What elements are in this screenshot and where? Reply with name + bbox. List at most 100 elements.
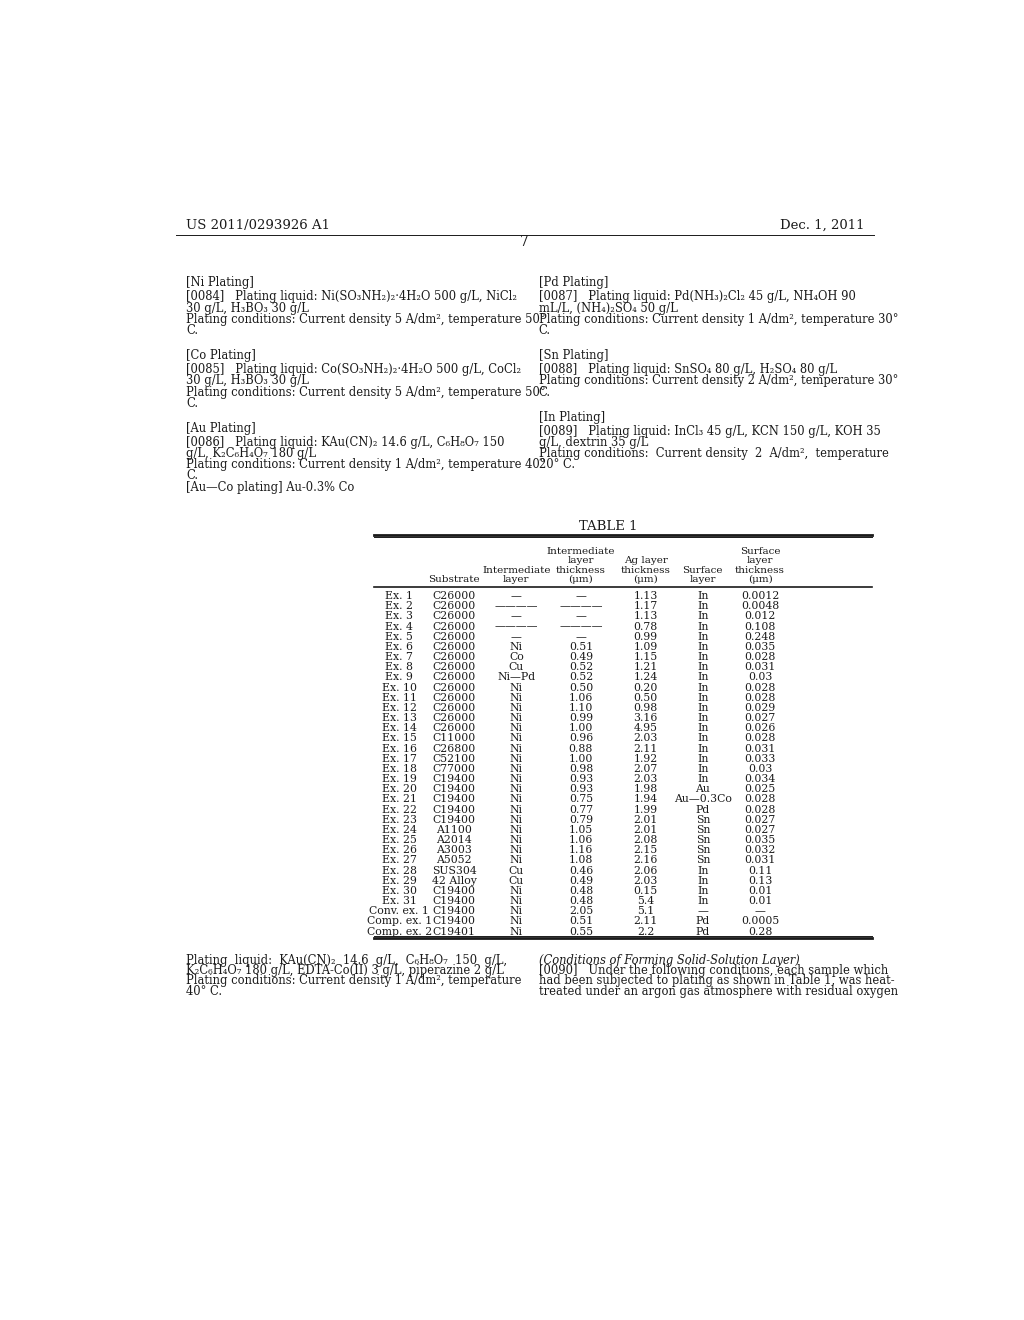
Text: 0.79: 0.79 <box>569 814 593 825</box>
Text: 0.52: 0.52 <box>568 672 593 682</box>
Text: In: In <box>697 622 709 632</box>
Text: 2.01: 2.01 <box>634 814 657 825</box>
Text: 4.95: 4.95 <box>634 723 657 734</box>
Text: Ex. 9: Ex. 9 <box>385 672 414 682</box>
Text: Surface: Surface <box>683 566 723 574</box>
Text: 42 Alloy: 42 Alloy <box>432 875 476 886</box>
Text: Ag layer: Ag layer <box>624 557 668 565</box>
Text: Plating conditions: Current density 1 A/dm², temperature 40°: Plating conditions: Current density 1 A/… <box>186 458 546 471</box>
Text: C19400: C19400 <box>432 916 475 927</box>
Text: [0089]   Plating liquid: InCl₃ 45 g/L, KCN 150 g/L, KOH 35: [0089] Plating liquid: InCl₃ 45 g/L, KCN… <box>539 425 881 438</box>
Text: C26000: C26000 <box>432 672 476 682</box>
Text: Plating  liquid:  KAu(CN)₂  14.6  g/L,  C₆H₈O₇  150  g/L,: Plating liquid: KAu(CN)₂ 14.6 g/L, C₆H₈O… <box>186 953 507 966</box>
Text: g/L, K₂C₆H₄O₇ 180 g/L: g/L, K₂C₆H₄O₇ 180 g/L <box>186 447 316 461</box>
Text: 1.98: 1.98 <box>634 784 657 795</box>
Text: 0.0012: 0.0012 <box>740 591 779 601</box>
Text: —: — <box>697 907 709 916</box>
Text: (μm): (μm) <box>633 576 658 583</box>
Text: 0.026: 0.026 <box>744 723 776 734</box>
Text: 0.035: 0.035 <box>744 642 775 652</box>
Text: C.: C. <box>186 397 199 409</box>
Text: 0.03: 0.03 <box>748 672 772 682</box>
Text: Surface: Surface <box>739 548 780 556</box>
Text: Sn: Sn <box>695 845 710 855</box>
Text: [Au Plating]: [Au Plating] <box>186 422 256 434</box>
Text: Ni: Ni <box>510 907 522 916</box>
Text: 0.13: 0.13 <box>748 875 772 886</box>
Text: Ex. 10: Ex. 10 <box>382 682 417 693</box>
Text: 0.88: 0.88 <box>568 743 593 754</box>
Text: 0.28: 0.28 <box>748 927 772 937</box>
Text: Cu: Cu <box>509 866 524 875</box>
Text: Cu: Cu <box>509 875 524 886</box>
Text: Plating conditions:  Current density  2  A/dm²,  temperature: Plating conditions: Current density 2 A/… <box>539 447 889 461</box>
Text: 0.033: 0.033 <box>744 754 776 764</box>
Text: Ex. 17: Ex. 17 <box>382 754 417 764</box>
Text: Ni: Ni <box>510 704 522 713</box>
Text: Ni: Ni <box>510 855 522 866</box>
Text: 0.52: 0.52 <box>568 663 593 672</box>
Text: thickness: thickness <box>735 566 785 574</box>
Text: 0.027: 0.027 <box>744 825 775 836</box>
Text: [Sn Plating]: [Sn Plating] <box>539 348 608 362</box>
Text: C19401: C19401 <box>432 927 475 937</box>
Text: In: In <box>697 754 709 764</box>
Text: Plating conditions: Current density 1 A/dm², temperature: Plating conditions: Current density 1 A/… <box>186 974 521 987</box>
Text: C.: C. <box>186 470 199 483</box>
Text: In: In <box>697 734 709 743</box>
Text: 2.07: 2.07 <box>634 764 657 774</box>
Text: —: — <box>511 611 521 622</box>
Text: 0.034: 0.034 <box>744 774 775 784</box>
Text: 2.16: 2.16 <box>634 855 657 866</box>
Text: Ni: Ni <box>510 734 522 743</box>
Text: 0.98: 0.98 <box>634 704 657 713</box>
Text: 0.93: 0.93 <box>568 784 593 795</box>
Text: C26000: C26000 <box>432 663 476 672</box>
Text: Ex. 11: Ex. 11 <box>382 693 417 702</box>
Text: C77000: C77000 <box>432 764 475 774</box>
Text: Comp. ex. 2: Comp. ex. 2 <box>367 927 432 937</box>
Text: 0.028: 0.028 <box>744 805 776 814</box>
Text: layer: layer <box>503 576 529 583</box>
Text: Sn: Sn <box>695 814 710 825</box>
Text: 0.028: 0.028 <box>744 652 776 663</box>
Text: Ex. 14: Ex. 14 <box>382 723 417 734</box>
Text: Ni: Ni <box>510 774 522 784</box>
Text: C26800: C26800 <box>432 743 476 754</box>
Text: C26000: C26000 <box>432 622 476 632</box>
Text: 20° C.: 20° C. <box>539 458 574 471</box>
Text: Ex. 8: Ex. 8 <box>385 663 414 672</box>
Text: 0.0005: 0.0005 <box>741 916 779 927</box>
Text: 2.03: 2.03 <box>634 774 657 784</box>
Text: (μm): (μm) <box>748 576 772 583</box>
Text: In: In <box>697 693 709 702</box>
Text: C26000: C26000 <box>432 713 476 723</box>
Text: Ex. 18: Ex. 18 <box>382 764 417 774</box>
Text: In: In <box>697 723 709 734</box>
Text: In: In <box>697 774 709 784</box>
Text: 2.2: 2.2 <box>637 927 654 937</box>
Text: In: In <box>697 663 709 672</box>
Text: Sn: Sn <box>695 836 710 845</box>
Text: C19400: C19400 <box>432 784 475 795</box>
Text: 0.031: 0.031 <box>744 743 776 754</box>
Text: 0.49: 0.49 <box>569 652 593 663</box>
Text: C26000: C26000 <box>432 602 476 611</box>
Text: Ni: Ni <box>510 784 522 795</box>
Text: 1.08: 1.08 <box>568 855 593 866</box>
Text: (μm): (μm) <box>568 576 593 583</box>
Text: Ex. 13: Ex. 13 <box>382 713 417 723</box>
Text: In: In <box>697 875 709 886</box>
Text: Au: Au <box>695 784 711 795</box>
Text: Ex. 29: Ex. 29 <box>382 875 417 886</box>
Text: 0.55: 0.55 <box>569 927 593 937</box>
Text: 1.00: 1.00 <box>568 754 593 764</box>
Text: C.: C. <box>186 323 199 337</box>
Text: 1.06: 1.06 <box>568 693 593 702</box>
Text: 1.92: 1.92 <box>634 754 657 764</box>
Text: Pd: Pd <box>695 805 710 814</box>
Text: 1.09: 1.09 <box>634 642 657 652</box>
Text: A3003: A3003 <box>436 845 472 855</box>
Text: 0.031: 0.031 <box>744 855 776 866</box>
Text: 1.17: 1.17 <box>634 602 657 611</box>
